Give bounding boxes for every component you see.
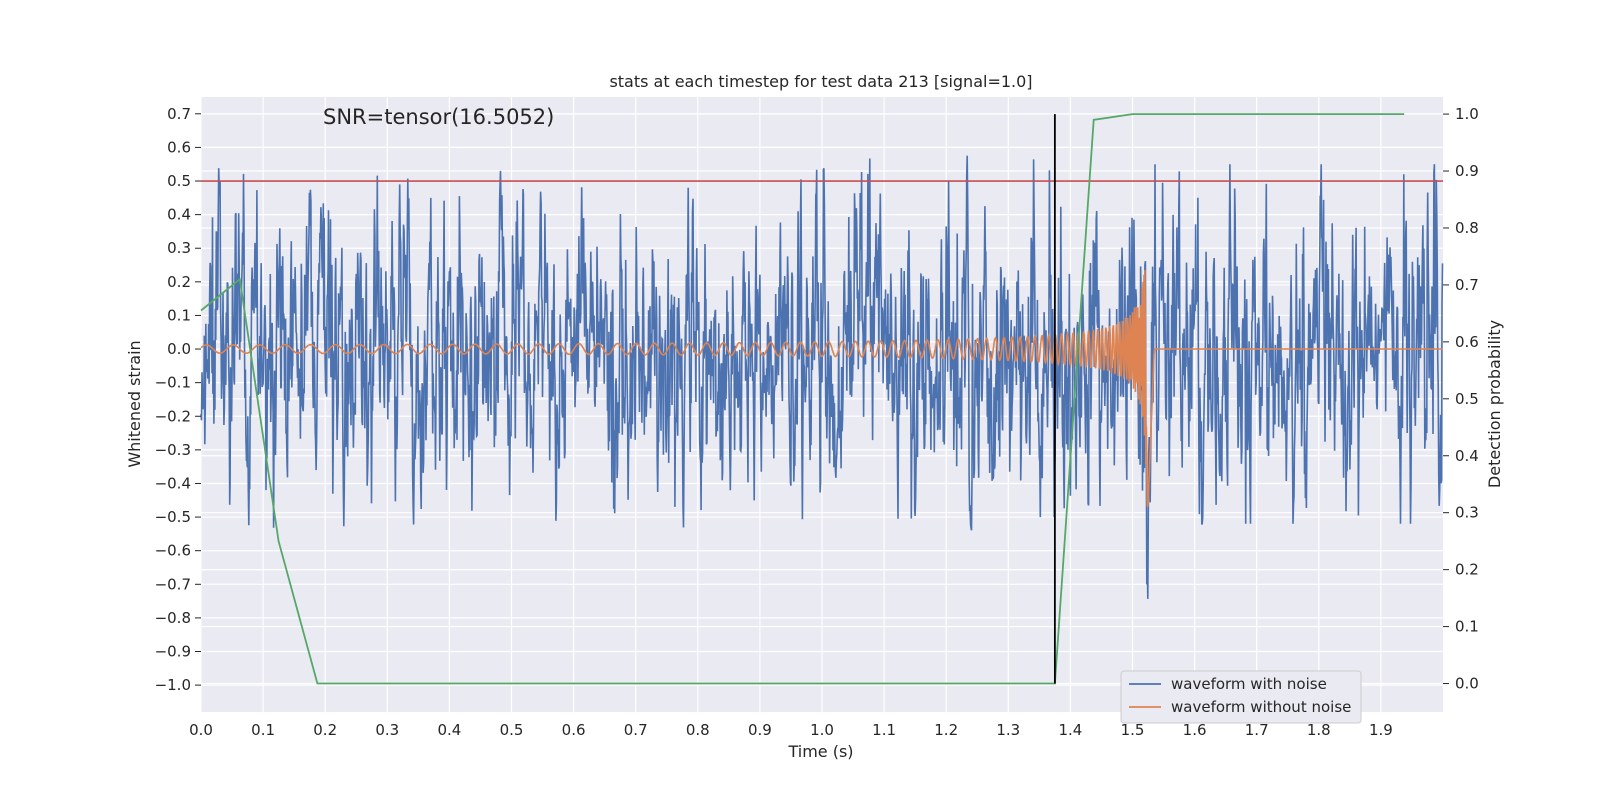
x-tick-label: 1.2	[934, 721, 958, 739]
y-tick-label: 0.6	[167, 138, 191, 156]
x-axis-label: Time (s)	[787, 742, 853, 761]
x-tick-label: 0.8	[686, 721, 710, 739]
y2-tick-label: 0.7	[1455, 276, 1479, 294]
y2-tick-label: 0.9	[1455, 162, 1479, 180]
y-tick-label: −0.4	[155, 474, 191, 492]
legend-label-clean: waveform without noise	[1171, 698, 1351, 716]
x-tick-label: 0.9	[748, 721, 772, 739]
legend-box	[1120, 670, 1362, 724]
y-tick-label: 0.1	[167, 306, 191, 324]
y-tick-label: −0.5	[155, 508, 191, 526]
y2-tick-label: 0.8	[1455, 219, 1479, 237]
legend-label-noisy: waveform with noise	[1171, 675, 1327, 693]
x-tick-label: 0.2	[313, 721, 337, 739]
y-tick-label: 0.5	[167, 172, 191, 190]
x-tick-label: 0.1	[251, 721, 275, 739]
y2-tick-label: 1.0	[1455, 105, 1479, 123]
x-tick-label: 0.6	[562, 721, 586, 739]
x-tick-label: 1.7	[1245, 721, 1269, 739]
y-axis-label: Whitened strain	[125, 340, 144, 467]
y2-tick-label: 0.5	[1455, 390, 1479, 408]
y2-tick-label: 0.2	[1455, 561, 1479, 579]
x-tick-label: 1.3	[996, 721, 1020, 739]
x-tick-label: 1.9	[1369, 721, 1393, 739]
x-tick-label: 0.0	[189, 721, 213, 739]
y2-tick-label: 0.3	[1455, 504, 1479, 522]
y2-tick-label: 0.6	[1455, 333, 1479, 351]
x-tick-label: 1.5	[1121, 721, 1145, 739]
y2-tick-label: 0.4	[1455, 447, 1479, 465]
x-tick-label: 0.3	[375, 721, 399, 739]
y-tick-label: 0.0	[167, 340, 191, 358]
legend: waveform with noise waveform without noi…	[1120, 670, 1362, 724]
x-tick-label: 1.4	[1058, 721, 1082, 739]
series-detection-probability	[200, 113, 1405, 685]
x-tick-label: 1.6	[1183, 721, 1207, 739]
x-tick-label: 1.8	[1307, 721, 1331, 739]
y-tick-label: −0.6	[155, 542, 191, 560]
x-tick-label: 0.7	[624, 721, 648, 739]
ticks: 0.0 0.1 0.2 0.3 0.4 0.5 0.6 0.7 0.8 0.9 1.0 1.1 1.2 1…	[155, 105, 1479, 739]
y-tick-label: −0.9	[155, 643, 191, 661]
series-waveform-without-noise	[200, 269, 1443, 507]
y-tick-label: 0.3	[167, 239, 191, 257]
y-tick-label: −1.0	[155, 676, 191, 694]
x-tick-label: 1.1	[872, 721, 896, 739]
x-tick-label: 0.4	[437, 721, 461, 739]
series-waveform-with-noise	[200, 155, 1444, 599]
chart-title: stats at each timestep for test data 213…	[609, 72, 1032, 91]
y-tick-label: 0.7	[167, 105, 191, 123]
y-tick-label: 0.4	[167, 206, 191, 224]
y2-axis-label: Detection probability	[1485, 320, 1504, 488]
y-tick-label: −0.3	[155, 441, 191, 459]
snr-annotation: SNR=tensor(16.5052)	[323, 105, 554, 129]
y2-tick-label: 0.1	[1455, 618, 1479, 636]
y-tick-label: 0.2	[167, 273, 191, 291]
y-tick-label: −0.8	[155, 609, 191, 627]
y-tick-label: −0.7	[155, 575, 191, 593]
y2-tick-label: 0.0	[1455, 675, 1479, 693]
y-tick-label: −0.2	[155, 407, 191, 425]
x-tick-label: 0.5	[500, 721, 524, 739]
y-tick-label: −0.1	[155, 374, 191, 392]
series-layer	[200, 113, 1444, 685]
x-tick-label: 1.0	[810, 721, 834, 739]
